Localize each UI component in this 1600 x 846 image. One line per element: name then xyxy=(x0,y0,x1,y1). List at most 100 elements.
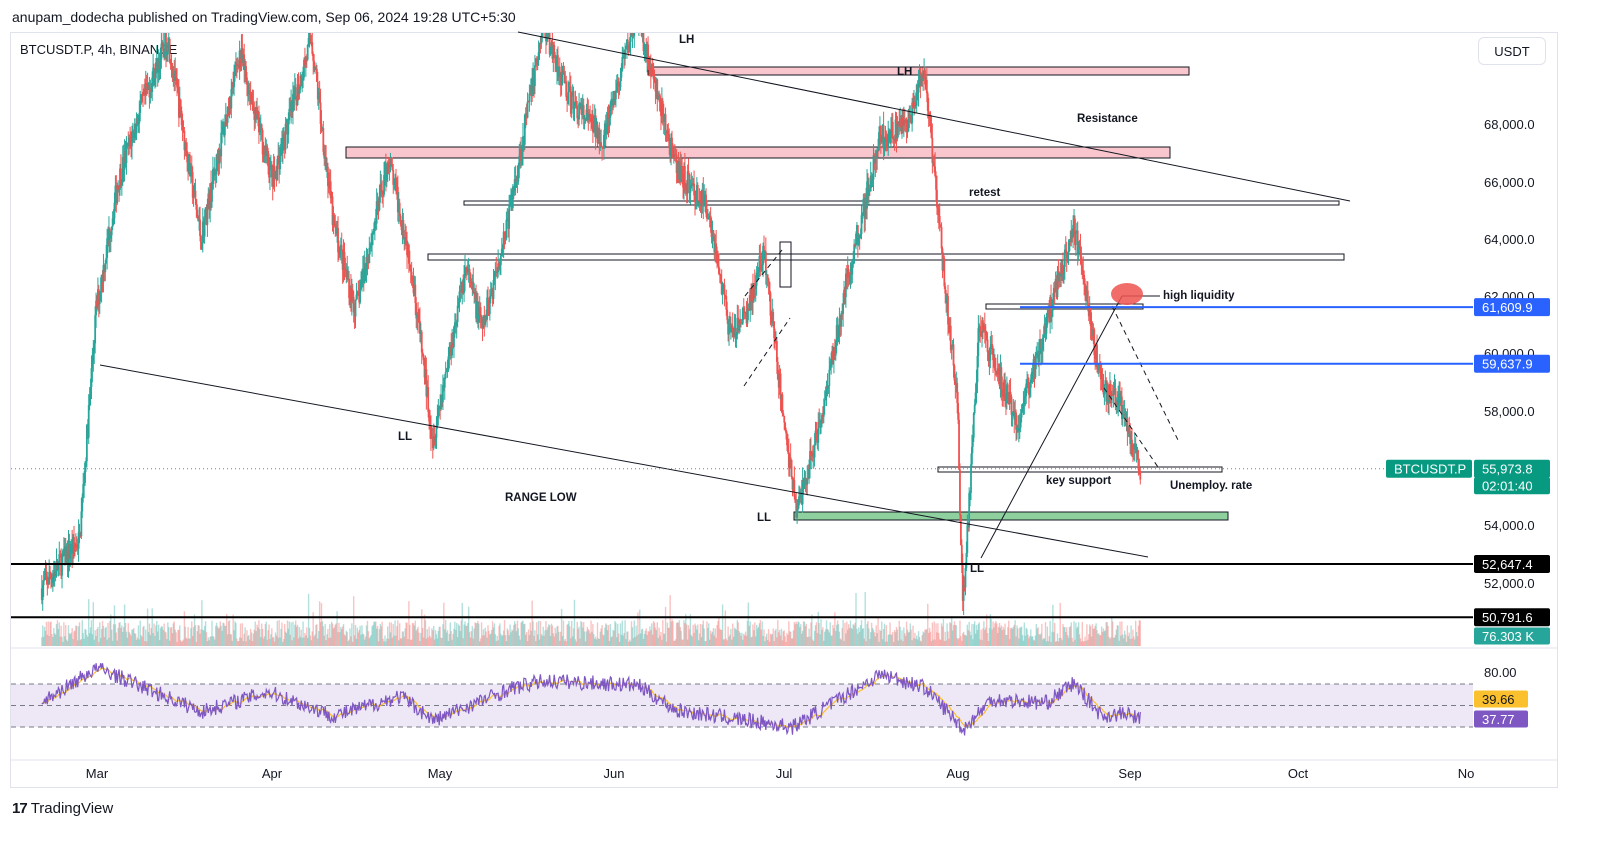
candle-body xyxy=(763,245,765,259)
candle-body xyxy=(223,126,226,136)
candle-body xyxy=(1104,380,1107,385)
candle-body xyxy=(154,78,156,86)
candle-body xyxy=(397,202,400,213)
candle-body xyxy=(1007,401,1010,405)
candle-body xyxy=(839,318,842,327)
candle-body xyxy=(837,336,840,339)
candle-body xyxy=(746,308,749,324)
candle-body xyxy=(848,276,851,282)
volume-bar xyxy=(427,637,429,646)
volume-bar xyxy=(628,641,630,646)
volume-bar xyxy=(426,629,428,646)
volume-bar xyxy=(929,631,932,646)
candle-body xyxy=(998,373,1001,386)
candle-body xyxy=(792,480,795,490)
volume-bar xyxy=(1118,640,1120,646)
candle-body xyxy=(534,65,536,87)
volume-bar xyxy=(95,636,97,646)
volume-bar xyxy=(260,623,263,646)
volume-bar xyxy=(695,625,697,646)
volume-bar xyxy=(700,637,703,646)
candle-body xyxy=(382,193,385,195)
volume-bar xyxy=(328,637,330,646)
candle-body xyxy=(637,9,639,22)
candle-body xyxy=(897,121,900,124)
candle-body xyxy=(818,422,821,423)
candle-body xyxy=(417,314,419,321)
volume-bar xyxy=(399,638,402,646)
candle-body xyxy=(308,36,311,38)
volume-bar xyxy=(834,612,836,646)
candle-body xyxy=(908,110,911,119)
candle-body xyxy=(786,433,788,446)
candle-body xyxy=(1079,247,1082,257)
volume-bar xyxy=(1131,638,1133,646)
volume-bar xyxy=(361,625,363,646)
volume-bar xyxy=(767,629,770,646)
candle-body xyxy=(692,183,695,185)
candle-body xyxy=(1021,408,1024,411)
volume-bar xyxy=(143,625,145,646)
volume-bar xyxy=(219,621,221,646)
candle-body xyxy=(205,207,208,225)
volume-bar xyxy=(283,639,285,646)
volume-bar xyxy=(846,621,848,646)
candle-body xyxy=(353,312,356,317)
candle-body xyxy=(324,156,327,159)
candle-body xyxy=(518,155,521,166)
candle-body xyxy=(89,386,92,396)
volume-bar xyxy=(758,623,761,646)
candle-body xyxy=(741,307,744,324)
volume-bar xyxy=(192,627,195,646)
volume-bar xyxy=(212,636,214,646)
volume-bar xyxy=(395,635,397,646)
candle-body xyxy=(513,179,516,192)
volume-bar xyxy=(641,628,644,646)
volume-bar xyxy=(815,622,818,646)
candle-body xyxy=(234,66,236,72)
candle-body xyxy=(605,124,608,134)
volume-bar xyxy=(575,641,578,646)
candle-body xyxy=(1114,388,1117,406)
volume-bar xyxy=(1081,621,1084,646)
candle-body xyxy=(610,99,613,104)
volume-bar xyxy=(153,623,155,646)
volume-bar xyxy=(144,640,146,646)
candle-body xyxy=(139,103,142,113)
candle-body xyxy=(484,315,487,325)
volume-bar xyxy=(542,626,544,646)
volume-bar xyxy=(441,637,443,646)
candle-body xyxy=(890,130,892,144)
candle-body xyxy=(216,154,219,161)
volume-bar xyxy=(110,614,112,646)
volume-bar xyxy=(315,625,317,646)
volume-bar xyxy=(808,628,810,646)
volume-bar xyxy=(237,641,240,646)
candle-body xyxy=(943,258,946,287)
candle-body xyxy=(619,77,622,88)
volume-bar xyxy=(91,634,94,646)
candle-body xyxy=(1036,352,1039,354)
volume-bar xyxy=(977,623,980,646)
candle-body xyxy=(98,291,101,305)
currency-button[interactable]: USDT xyxy=(1478,37,1546,65)
candle-body xyxy=(491,288,494,299)
volume-bar xyxy=(570,638,572,646)
volume-bar xyxy=(1102,628,1105,646)
volume-bar xyxy=(635,625,637,646)
volume-bar xyxy=(293,637,295,646)
candle-body xyxy=(1118,394,1121,400)
candle-body xyxy=(304,59,306,65)
candle-body xyxy=(563,72,566,84)
candle-body xyxy=(1077,242,1080,254)
tradingview-brand[interactable]: 17 TradingView xyxy=(12,800,113,817)
volume-bar xyxy=(203,630,205,646)
candle-body xyxy=(258,111,260,133)
candle-body xyxy=(215,154,218,175)
candle-body xyxy=(102,265,105,283)
candle-body xyxy=(370,244,373,248)
volume-bar xyxy=(949,622,951,646)
volume-bar xyxy=(391,637,394,646)
candle-body xyxy=(235,63,237,67)
